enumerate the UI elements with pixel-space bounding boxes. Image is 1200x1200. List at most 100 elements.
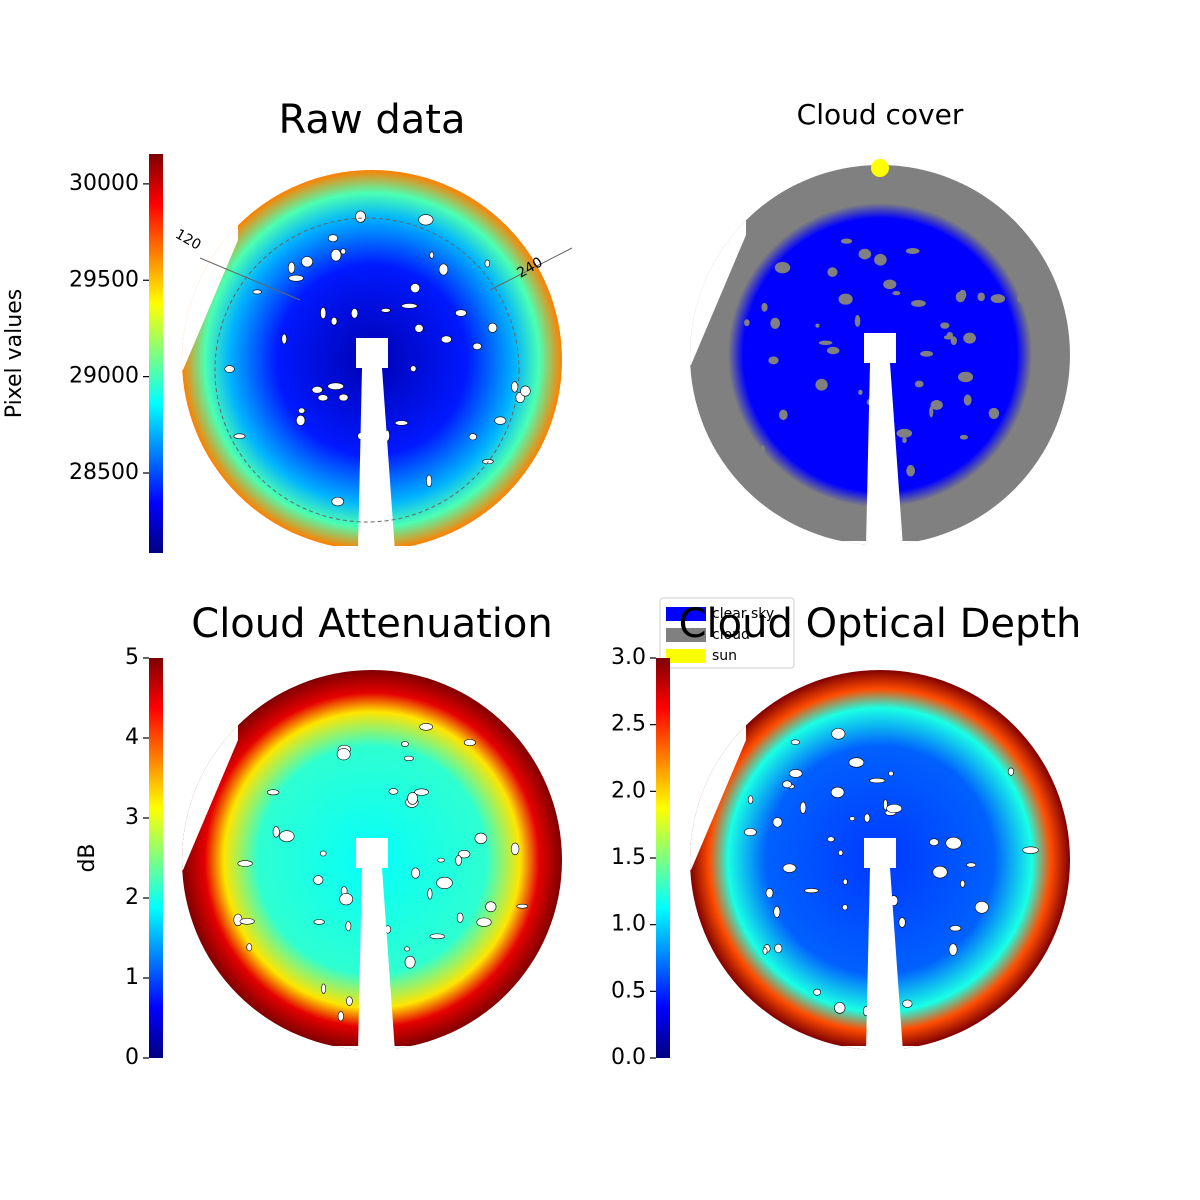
cloud-fleck	[765, 888, 774, 899]
cloud-fleck	[295, 414, 306, 426]
cloud-fleck	[826, 346, 840, 355]
cloud-fleck	[768, 356, 779, 365]
cloud-fleck	[949, 925, 962, 932]
cloud-fleck	[414, 788, 429, 796]
colorbar-tick-label: 5	[125, 645, 139, 670]
cloud-fleck	[407, 792, 418, 805]
cloud-fleck	[418, 214, 434, 226]
cloud-fleck	[338, 393, 349, 402]
colorbar-tick-label: 1.5	[611, 845, 646, 870]
cloud-fleck	[440, 335, 452, 344]
cloud-fleck	[869, 777, 886, 784]
cloud-fleck	[401, 303, 418, 309]
cloud-fleck	[782, 863, 797, 873]
cloud-fleck	[516, 903, 529, 909]
instrument-mask	[864, 838, 896, 868]
cloud-fleck	[438, 263, 449, 276]
cloud-fleck	[463, 739, 476, 747]
cloud-fleck	[429, 933, 446, 940]
cloud-fleck	[977, 292, 985, 302]
cloud-fleck	[327, 382, 344, 391]
cloud-fleck	[313, 875, 324, 885]
cloud-fleck	[520, 385, 531, 397]
cloud-fleck	[858, 389, 863, 395]
cloud-fleck	[511, 381, 519, 393]
cloud-fleck	[281, 333, 287, 345]
cloud-fleck	[427, 888, 433, 900]
cloud-fleck	[266, 789, 280, 796]
cloud-fleck	[929, 838, 939, 846]
cloud-fleck	[940, 322, 950, 329]
cloud-fleck	[484, 259, 491, 268]
cloud-fleck	[455, 855, 462, 866]
azimuth-label: 120	[172, 226, 203, 253]
cloud-fleck	[959, 289, 967, 300]
cloud-fleck	[779, 409, 788, 421]
cloud-fleck	[842, 904, 848, 911]
cloud-fleck	[346, 996, 353, 1006]
legend-label: clear sky	[712, 606, 774, 622]
cloud-fleck	[988, 407, 1000, 419]
cloud-fleck	[960, 879, 966, 888]
cloud-fleck	[906, 465, 915, 477]
cloud-fleck	[932, 865, 948, 879]
legend-label: cloud	[712, 627, 750, 643]
panel-title: Raw data	[279, 97, 466, 143]
cloud-fleck	[842, 878, 848, 885]
colorbar-tick-label: 28500	[69, 460, 139, 485]
cloud-fleck	[510, 842, 520, 856]
cloud-fleck	[804, 888, 819, 894]
colorbar	[149, 658, 163, 1058]
cloud-fleck	[838, 849, 844, 856]
cloud-fleck	[892, 290, 901, 296]
cloud-fleck	[974, 900, 989, 914]
cloud-fleck	[468, 433, 477, 441]
zenith-ring	[214, 217, 520, 523]
cloud-fleck	[929, 406, 934, 418]
cloud-fleck	[411, 867, 420, 879]
cloud-fleck	[818, 340, 833, 345]
cloud-fleck	[301, 256, 314, 268]
cloud-fleck	[920, 350, 934, 357]
cloud-fleck	[272, 826, 280, 838]
instrument-mask	[356, 338, 388, 368]
azimuth-line	[199, 257, 301, 301]
panel-title: Cloud cover	[797, 98, 964, 131]
cloud-fleck	[476, 917, 492, 927]
cloud-fleck	[419, 723, 433, 731]
cloud-fleck	[874, 253, 887, 266]
cloud-fleck	[233, 433, 246, 439]
cloud-fleck	[827, 267, 838, 277]
instrument-mask	[864, 333, 896, 363]
cloud-fleck	[911, 299, 926, 307]
cloud-fleck	[487, 322, 498, 333]
cloud-fleck	[948, 943, 958, 956]
instrument-mask	[356, 838, 388, 868]
legend-swatch	[666, 628, 706, 642]
colorbar-tick-label: 29000	[69, 364, 139, 389]
cloud-fleck	[888, 770, 894, 777]
azimuth-line	[489, 247, 573, 291]
legend-swatch	[666, 607, 706, 621]
cloud-fleck	[279, 830, 295, 843]
cloud-fleck	[350, 308, 359, 319]
cloud-fleck	[457, 849, 471, 859]
cloud-fleck	[966, 862, 977, 868]
cloud-fleck	[404, 946, 410, 952]
sun-marker	[871, 159, 889, 177]
cloud-fleck	[237, 860, 253, 867]
cloud-fleck	[744, 319, 750, 327]
colorbar-tick-label: 3.0	[611, 645, 646, 670]
cloud-fleck	[429, 251, 435, 259]
colorbar-tick-label: 29500	[69, 267, 139, 292]
cloud-fleck	[774, 261, 791, 274]
panel-title: Cloud Attenuation	[191, 601, 552, 647]
cloud-fleck	[1022, 846, 1039, 854]
cloud-fleck	[886, 803, 903, 814]
cloud-fleck	[336, 748, 351, 761]
cloud-fleck	[827, 836, 835, 843]
cloud-fleck	[380, 308, 391, 313]
cloud-fleck	[858, 248, 872, 260]
cloud-fleck	[317, 394, 329, 402]
